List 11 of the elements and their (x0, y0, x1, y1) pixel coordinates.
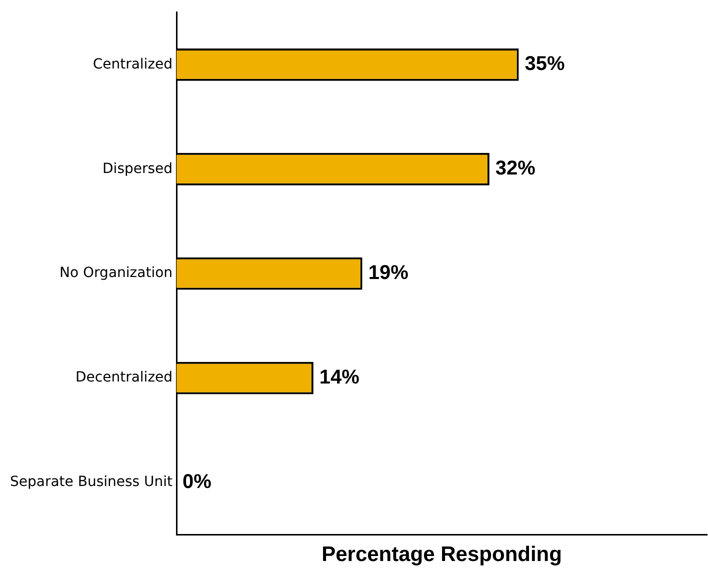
data-label: 14% (319, 366, 360, 389)
y-tick-label: Decentralized (76, 370, 173, 386)
y-tick-label: Centralized (92, 56, 173, 72)
y-tick-label: Separate Business Unit (10, 474, 174, 490)
y-tick-label: Dispersed (102, 160, 173, 177)
data-label: 19% (368, 262, 409, 284)
data-label: 0% (182, 471, 212, 494)
y-tick-label: No Organization (60, 265, 173, 282)
data-label: 32% (495, 158, 536, 180)
x-axis-title: Percentage Responding (322, 543, 562, 566)
data-label: 35% (524, 53, 566, 76)
